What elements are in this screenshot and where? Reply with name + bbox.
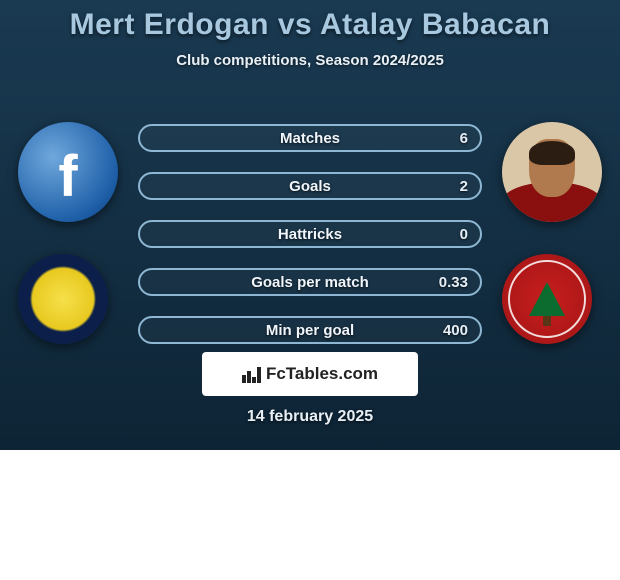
stat-label: Goals per match bbox=[251, 274, 369, 291]
page-title: Mert Erdogan vs Atalay Babacan bbox=[0, 0, 620, 42]
stat-label: Matches bbox=[280, 130, 340, 147]
stat-label: Min per goal bbox=[266, 322, 354, 339]
stat-bar: Hattricks 0 bbox=[138, 220, 482, 248]
stat-right-value: 0.33 bbox=[439, 274, 468, 291]
player2-club-badge bbox=[502, 254, 592, 344]
facebook-placeholder-icon: f bbox=[58, 143, 77, 210]
vs-separator: vs bbox=[278, 8, 312, 41]
bar-chart-icon bbox=[242, 365, 260, 383]
player1-club-badge bbox=[18, 254, 108, 344]
stat-right-value: 2 bbox=[460, 178, 468, 195]
player2-name: Atalay Babacan bbox=[320, 8, 550, 41]
stat-bar: Matches 6 bbox=[138, 124, 482, 152]
comparison-card: Mert Erdogan vs Atalay Babacan Club comp… bbox=[0, 0, 620, 450]
stat-label: Hattricks bbox=[278, 226, 342, 243]
stat-bar: Min per goal 400 bbox=[138, 316, 482, 344]
player1-name: Mert Erdogan bbox=[70, 8, 269, 41]
stat-right-value: 6 bbox=[460, 130, 468, 147]
tree-icon bbox=[529, 282, 565, 316]
brand-name: FcTables.com bbox=[266, 364, 378, 384]
player1-avatar: f bbox=[18, 122, 118, 222]
left-avatars: f bbox=[18, 122, 118, 344]
stat-bar: Goals per match 0.33 bbox=[138, 268, 482, 296]
snapshot-date: 14 february 2025 bbox=[0, 408, 620, 426]
stat-bar: Goals 2 bbox=[138, 172, 482, 200]
brand-attribution[interactable]: FcTables.com bbox=[202, 352, 418, 396]
stat-label: Goals bbox=[289, 178, 331, 195]
stat-right-value: 400 bbox=[443, 322, 468, 339]
subtitle: Club competitions, Season 2024/2025 bbox=[0, 52, 620, 69]
player2-avatar bbox=[502, 122, 602, 222]
stat-right-value: 0 bbox=[460, 226, 468, 243]
right-avatars bbox=[502, 122, 602, 344]
stat-bars: Matches 6 Goals 2 Hattricks 0 Goals per … bbox=[138, 124, 482, 344]
